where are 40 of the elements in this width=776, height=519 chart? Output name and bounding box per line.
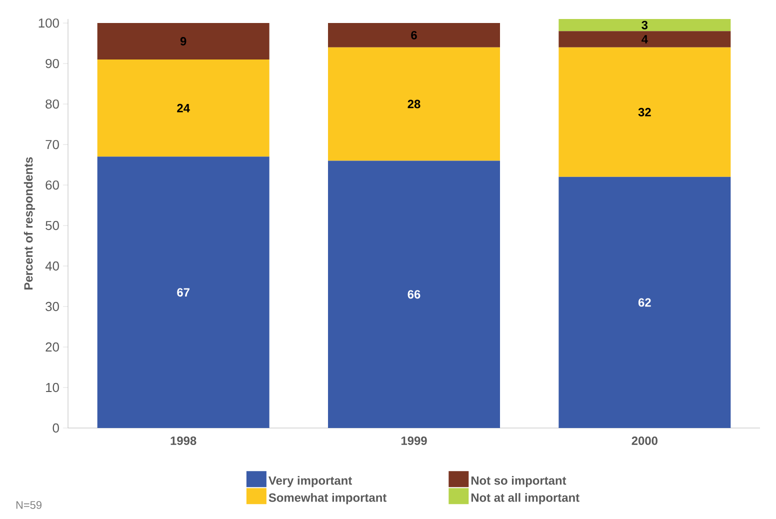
bar — [328, 47, 500, 161]
y-tick-label: 30 — [46, 302, 59, 312]
data-label: 24 — [177, 104, 190, 112]
bar — [558, 31, 731, 48]
bar — [97, 23, 270, 60]
y-tick-label: 40 — [45, 261, 59, 271]
x-tick-label: 1999 — [401, 436, 427, 445]
data-label: 67 — [177, 288, 190, 297]
data-label: 32 — [638, 108, 651, 116]
legend-label: Somewhat important — [268, 493, 386, 504]
data-label: 4 — [642, 35, 648, 44]
bar — [97, 156, 270, 428]
y-tick-label: 20 — [46, 342, 59, 352]
data-label: 66 — [408, 290, 420, 299]
x-tick-label: 1998 — [170, 436, 196, 445]
y-tick-label: 50 — [46, 220, 59, 230]
bar — [328, 23, 500, 48]
y-tick-label: 100 — [38, 18, 59, 28]
bar — [558, 176, 731, 428]
y-tick-label: 90 — [46, 58, 59, 68]
data-label: 28 — [408, 100, 420, 108]
legend-label: Not so important — [471, 476, 566, 488]
legend-label: Not at all important — [471, 493, 580, 504]
y-axis-title: Percent of respondents — [24, 157, 36, 290]
bar — [97, 59, 270, 157]
data-label: 6 — [411, 30, 417, 40]
x-tick-label: 2000 — [632, 436, 658, 445]
legend-label: Very important — [268, 476, 352, 488]
data-label: 62 — [638, 298, 651, 307]
bar — [558, 47, 731, 177]
text: N=59 — [16, 501, 42, 509]
y-tick-label: 0 — [52, 423, 59, 433]
y-tick-label: 10 — [46, 382, 59, 392]
bar — [558, 18, 731, 32]
y-tick-label: 80 — [46, 99, 59, 109]
bar — [328, 160, 500, 428]
data-label: 3 — [642, 20, 648, 30]
data-label: 9 — [180, 37, 186, 46]
y-tick-label: 70 — [46, 140, 59, 150]
y-tick-label: 60 — [46, 180, 59, 190]
